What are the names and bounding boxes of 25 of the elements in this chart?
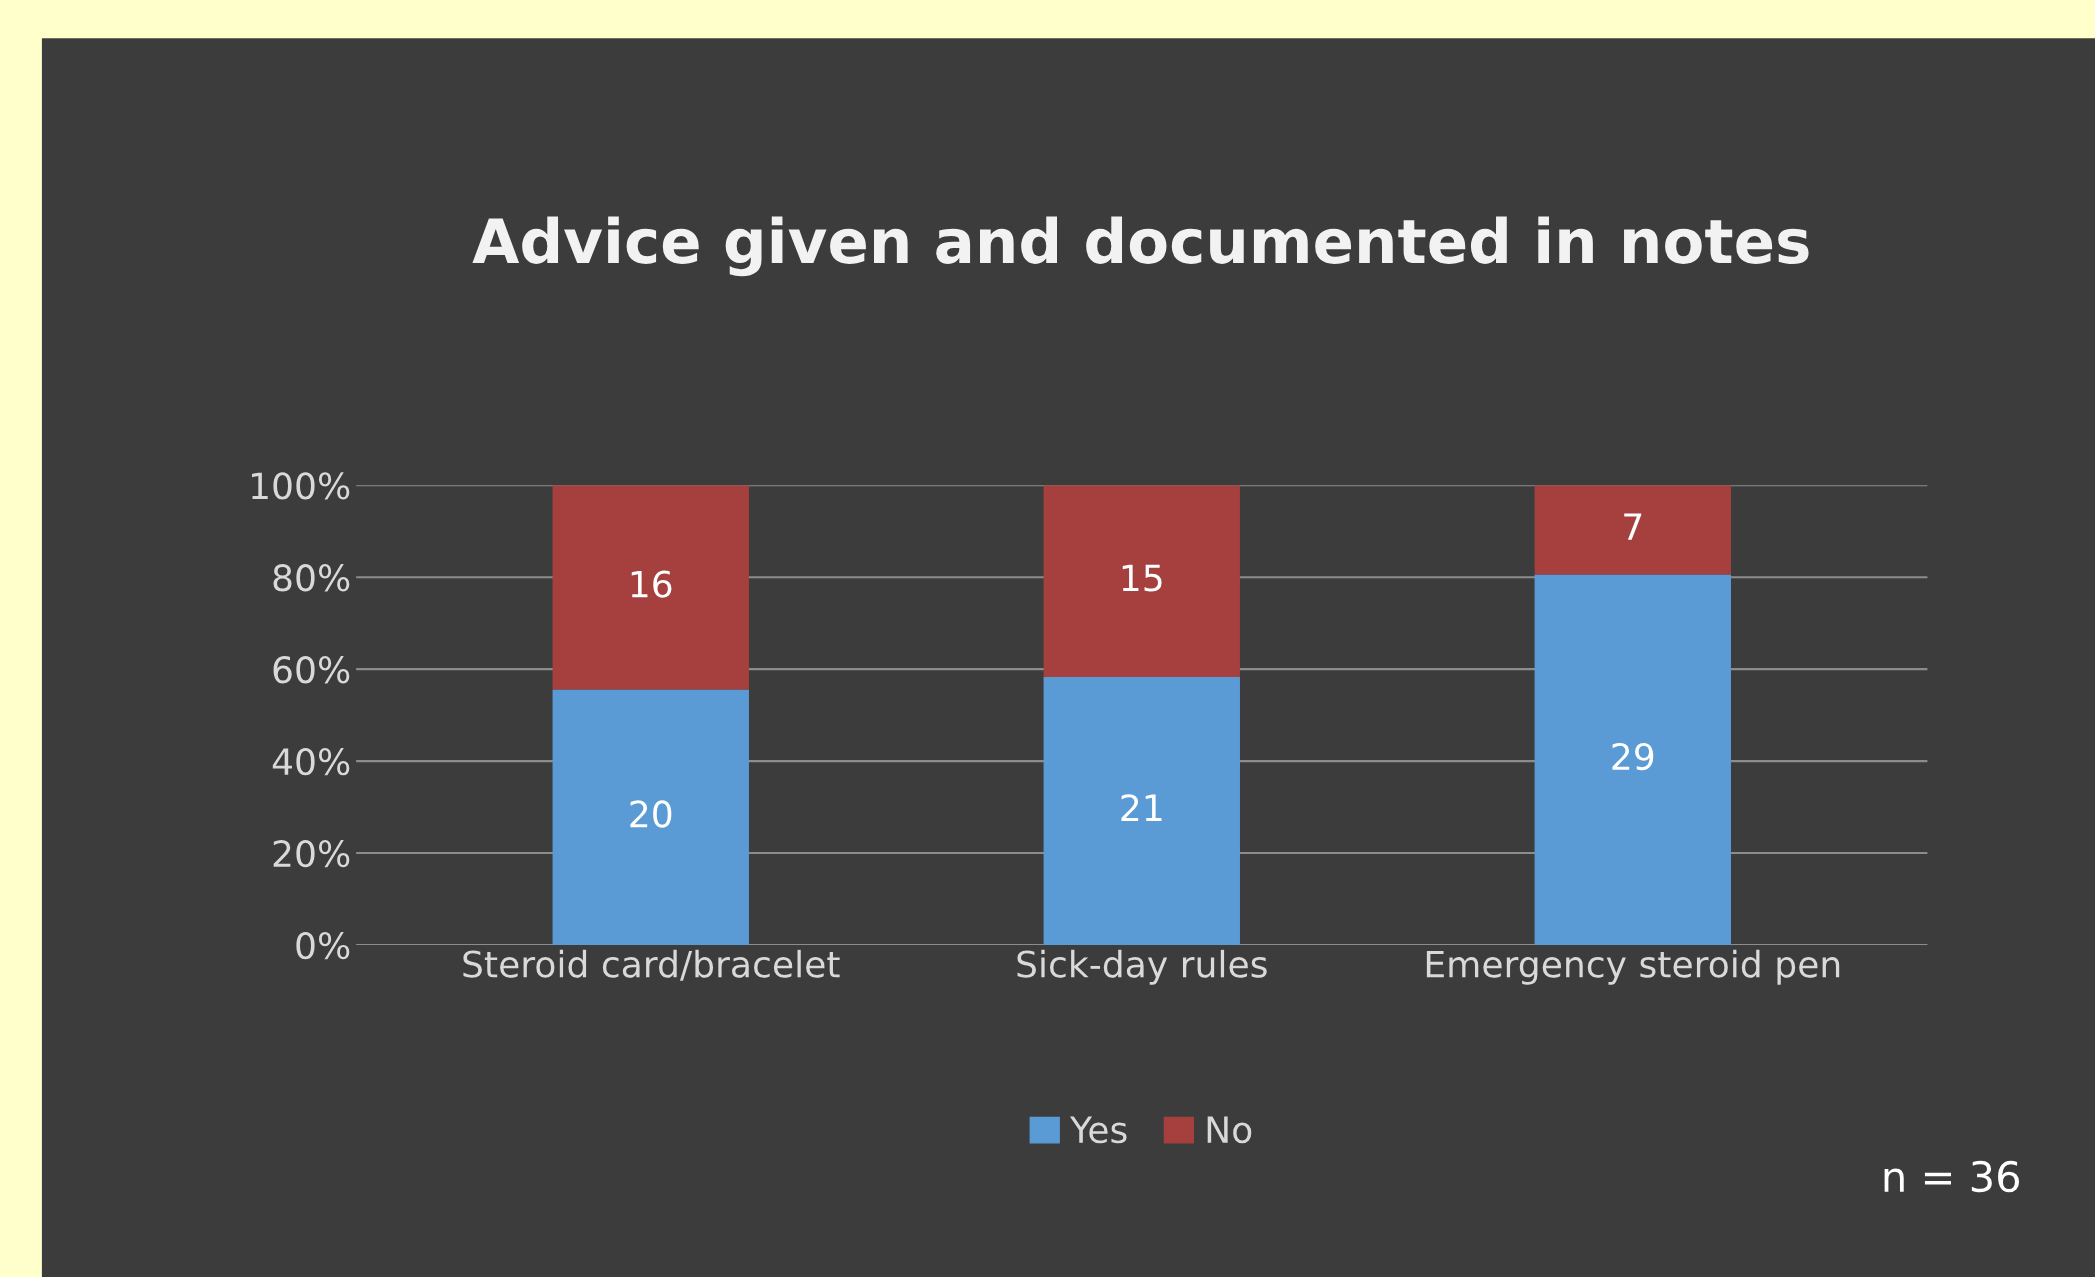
bar bbox=[1043, 485, 1240, 677]
bar bbox=[1534, 485, 1731, 575]
legend-label: No bbox=[1207, 1116, 1252, 1144]
bar bbox=[552, 689, 749, 945]
annotation: 16 bbox=[631, 570, 672, 598]
bar bbox=[1043, 676, 1240, 945]
annotation: 29 bbox=[1612, 742, 1654, 771]
chart-title: Advice given and documented in notes bbox=[472, 216, 1809, 277]
bar bbox=[552, 485, 749, 690]
bar bbox=[1534, 574, 1731, 945]
x-tick-label: Steroid card/bracelet bbox=[463, 949, 840, 981]
annotation: 21 bbox=[1121, 794, 1162, 821]
y-tick-label: 20% bbox=[273, 839, 350, 868]
y-tick-label: 100% bbox=[252, 472, 350, 500]
annotation: 20 bbox=[630, 800, 672, 828]
legend-label: Yes bbox=[1069, 1116, 1127, 1144]
x-tick-label: Sick-day rules bbox=[1017, 949, 1267, 985]
annotation: 7 bbox=[1624, 513, 1642, 540]
y-tick-label: 40% bbox=[272, 748, 350, 776]
annotation: 15 bbox=[1122, 564, 1162, 592]
x-tick-label: Emergency steroid pen bbox=[1426, 949, 1840, 985]
y-tick-label: 60% bbox=[273, 656, 350, 684]
y-tick-label: 80% bbox=[273, 564, 350, 592]
text: n = 36 bbox=[1884, 1160, 2020, 1193]
y-tick-label: 0% bbox=[296, 931, 350, 960]
